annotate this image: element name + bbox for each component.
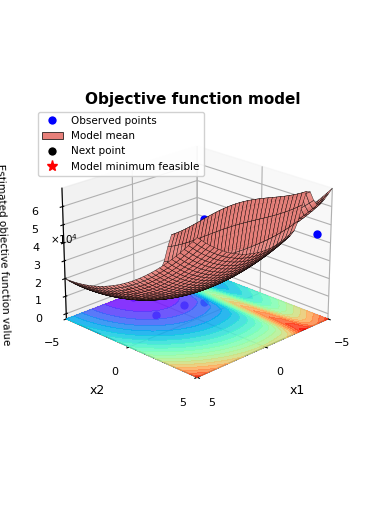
Y-axis label: x2: x2 bbox=[89, 384, 105, 397]
X-axis label: x1: x1 bbox=[290, 384, 305, 397]
Title: Objective function model: Objective function model bbox=[86, 92, 301, 107]
Legend: Observed points, Model mean, Next point, Model minimum feasible: Observed points, Model mean, Next point,… bbox=[38, 112, 204, 176]
Text: $\times10^4$: $\times10^4$ bbox=[50, 232, 78, 246]
